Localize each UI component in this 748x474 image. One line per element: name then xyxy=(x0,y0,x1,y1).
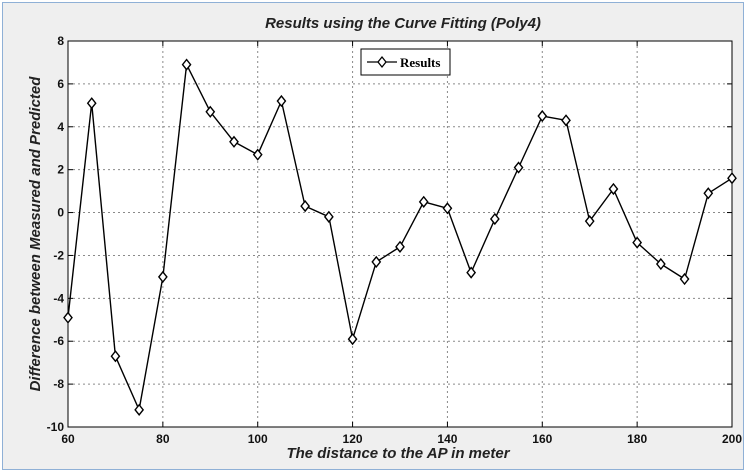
data-point-marker xyxy=(252,148,263,161)
data-point-marker xyxy=(703,187,714,200)
y-tick-label: -4 xyxy=(53,291,64,305)
data-point-marker xyxy=(300,200,311,213)
chart-title: Results using the Curve Fitting (Poly4) xyxy=(265,15,541,32)
x-tick-label: 100 xyxy=(248,432,268,446)
x-tick-label: 120 xyxy=(343,432,363,446)
y-tick-label: 8 xyxy=(57,34,64,48)
data-point-marker xyxy=(205,105,216,118)
y-tick-label: -10 xyxy=(47,420,65,434)
data-point-marker xyxy=(584,215,595,228)
y-axis-label: Difference between Measured and Predicte… xyxy=(27,76,44,392)
data-point-marker xyxy=(157,270,168,284)
y-tick-label: 6 xyxy=(57,77,64,91)
data-point-marker xyxy=(442,202,453,215)
data-point-marker xyxy=(727,172,737,185)
data-point-marker xyxy=(371,255,382,268)
y-tick-label: -2 xyxy=(53,248,64,262)
data-point-marker xyxy=(229,135,239,148)
data-point-marker xyxy=(181,58,192,71)
x-tick-label: 80 xyxy=(156,432,170,446)
x-tick-label: 140 xyxy=(437,432,457,446)
data-point-marker xyxy=(347,332,358,346)
legend-label: Results xyxy=(400,55,440,70)
y-tick-label: -6 xyxy=(53,334,64,348)
data-point-marker xyxy=(63,311,73,324)
y-tick-label: 4 xyxy=(57,120,64,134)
y-tick-label: 2 xyxy=(57,163,64,177)
data-point-marker xyxy=(513,161,524,174)
data-point-marker xyxy=(537,109,548,123)
y-tick-label: -8 xyxy=(53,377,64,391)
legend: Results xyxy=(360,48,451,76)
x-tick-label: 200 xyxy=(722,432,742,446)
data-point-marker xyxy=(561,114,571,127)
data-point-marker xyxy=(679,272,690,286)
grid-layer xyxy=(68,41,732,427)
data-point-marker xyxy=(608,182,619,196)
y-tick-label: 0 xyxy=(57,206,64,220)
plot-area xyxy=(67,40,733,428)
tick-layer: 60 80 100 120 140 160 180 200 8 6 4 2 0 -2 -4 -6 -8 -10 xyxy=(47,34,743,446)
x-axis-label: The distance to the AP in meter xyxy=(286,445,510,462)
x-tick-label: 60 xyxy=(61,432,75,446)
data-point-marker xyxy=(655,257,666,271)
data-point-marker xyxy=(395,240,405,253)
series-layer xyxy=(63,58,737,416)
data-point-marker xyxy=(110,350,121,363)
data-point-marker xyxy=(489,212,500,226)
data-point-marker xyxy=(323,210,334,223)
data-point-marker xyxy=(466,266,477,279)
data-point-marker xyxy=(134,403,145,416)
legend-diamond-marker xyxy=(377,55,387,69)
data-point-marker xyxy=(276,94,287,108)
data-point-marker xyxy=(418,195,429,208)
data-point-marker xyxy=(632,236,643,249)
x-tick-label: 180 xyxy=(627,432,647,446)
x-tick-label: 160 xyxy=(532,432,552,446)
data-point-marker xyxy=(86,97,97,110)
